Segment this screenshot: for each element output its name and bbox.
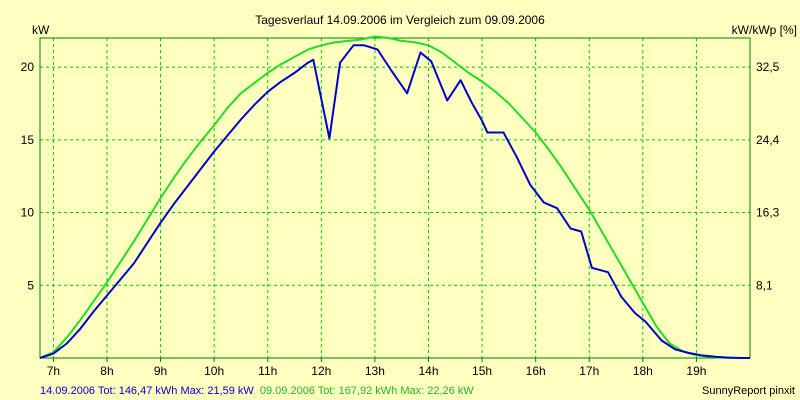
x-tick-label: 16h (526, 364, 546, 378)
x-tick-label: 11h (258, 364, 277, 378)
x-tick-label: 12h (311, 364, 331, 378)
right-axis-unit: kW/kWp [%] (732, 23, 797, 37)
y-right-tick-label: 8,1 (756, 278, 773, 292)
y-tick-label: 10 (21, 206, 35, 220)
y-right-tick-label: 24,4 (756, 133, 780, 147)
y-right-tick-label: 32,5 (756, 60, 780, 74)
y-tick-label: 5 (27, 278, 34, 292)
tick-labels: 5 8,1 10 16,3 15 24,4 20 32,5 7h 8h 9h 10h 11h 12h 13h… (21, 60, 780, 378)
left-axis-unit: kW (32, 23, 50, 37)
x-tick-label: 8h (100, 364, 113, 378)
grid (40, 38, 750, 358)
x-tick-label: 15h (472, 364, 492, 378)
series-line-14.09.2006 (39, 44, 750, 359)
plot-frame (39, 37, 751, 359)
axes (39, 37, 751, 362)
chart-title: Tagesverlauf 14.09.2006 im Vergleich zum… (255, 13, 545, 27)
x-tick-label: 13h (365, 364, 385, 378)
x-tick-label: 19h (686, 364, 706, 378)
y-tick-label: 15 (21, 133, 35, 147)
series-lines (39, 35, 750, 359)
x-tick-label: 14h (418, 364, 438, 378)
credit-text: SunnyReport pinxit (702, 385, 795, 397)
x-tick-label: 10h (204, 364, 224, 378)
x-tick-label: 9h (154, 364, 167, 378)
y-tick-label: 20 (21, 60, 35, 74)
legend-series-1: 14.09.2006 Tot: 146,47 kWh Max: 21,59 kW (40, 385, 254, 397)
x-tick-label: 18h (633, 364, 653, 378)
series-line-09.09.2006 (39, 35, 750, 359)
y-right-tick-label: 16,3 (756, 206, 780, 220)
legend-series-2: 09.09.2006 Tot: 167,92 kWh Max: 22,26 kW (260, 385, 474, 397)
x-tick-label: 17h (579, 364, 599, 378)
legend-footer: 14.09.2006 Tot: 146,47 kWh Max: 21,59 kW… (40, 385, 474, 397)
x-tick-label: 7h (47, 364, 60, 378)
